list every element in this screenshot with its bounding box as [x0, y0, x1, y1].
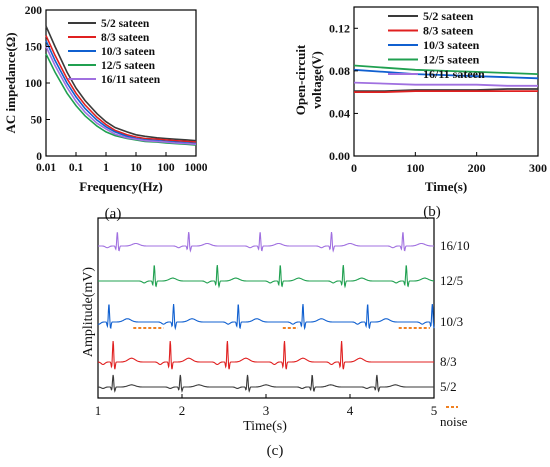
panel-a-x-tick-label: 1000 [185, 162, 208, 174]
panel-b-x-tick-label: 300 [529, 161, 547, 175]
panel-b-x-axis-label: Time(s) [425, 179, 467, 194]
panel-b-series-4 [353, 64, 539, 75]
panel-a-label: (a) [105, 206, 122, 222]
panel-a-series-2 [45, 35, 197, 143]
panel-a-x-tick-label: 100 [157, 162, 175, 174]
panel-a-x-tick-label: 10 [130, 162, 142, 174]
panel-c-x-axis-label: Time(s) [243, 419, 287, 434]
panel-c-trace-label: 12/5 [440, 273, 463, 288]
panel-a-legend-label: 8/3 sateen [101, 32, 150, 44]
panel-b-legend-label: 5/2 sateen [423, 9, 474, 23]
panel-b-series-2 [354, 90, 538, 93]
panel-a: 5/2 sateen 8/3 sateen 10/3 sateen 12/5 sate… [3, 5, 208, 222]
panel-a-x-tick-label: 0.01 [36, 162, 56, 174]
panel-c-x-tick-label: 4 [347, 403, 354, 418]
panel-c-frame [97, 217, 435, 399]
panel-a-y-axis-label: AC impedance(Ω) [3, 32, 18, 133]
panel-a-legend-label: 10/3 sateen [101, 46, 156, 58]
panel-c-trace-label: 10/3 [440, 314, 463, 329]
panel-b-y-tick-label: 0.04 [329, 106, 350, 120]
panel-b-legend-label: 8/3 sateen [423, 24, 474, 38]
panel-b-y-axis-label-line1: Open-circuit [293, 44, 308, 115]
panel-b-x-tick-label: 200 [468, 161, 486, 175]
panel-a-y-tick-label: 100 [25, 78, 43, 90]
noise-legend-label: noise [440, 414, 468, 429]
panel-b-legend-label: 12/5 sateen [423, 53, 480, 67]
panel-c-trace-16-10 [98, 232, 434, 253]
panel-b-label: (b) [423, 204, 441, 220]
panel-a-series-5 [45, 46, 197, 146]
panel-c-x-tick-label: 5 [431, 403, 438, 418]
panel-c-trace-5-2 [98, 374, 434, 393]
panel-c-trace-8-3 [97, 341, 434, 370]
panel-a-x-tick-label: 0.1 [69, 162, 84, 174]
panel-c-y-axis-label: Amplitude(mV) [81, 267, 96, 358]
panel-b-x-tick-label: 100 [406, 161, 424, 175]
panel-a-y-tick-label: 200 [25, 5, 43, 17]
panel-c-x-tick-label: 1 [95, 403, 102, 418]
panel-b-y-tick-label: 0.00 [329, 149, 350, 163]
panel-b-y-tick-label: 0.08 [329, 64, 350, 78]
panel-b-y-tick-label: 0.12 [329, 21, 350, 35]
panel-b-series-1 [354, 88, 538, 92]
panel-a-legend-label: 5/2 sateen [101, 18, 150, 30]
panel-c-x-tick-label: 2 [179, 403, 186, 418]
panel-a-x-tick-label: 1 [103, 162, 109, 174]
panel-a-y-tick-label: 0 [36, 151, 42, 163]
panel-c: 1 2 3 4 5 16/10 12/5 10/3 8/3 5/2 Time(s) Amplit… [81, 217, 470, 459]
panel-a-x-axis-label: Frequency(Hz) [79, 179, 163, 194]
panel-c-trace-10-3 [97, 304, 435, 331]
panel-c-trace-label: 5/2 [440, 379, 457, 394]
panel-b-x-tick-label: 0 [351, 161, 357, 175]
panel-c-x-tick-label: 3 [263, 403, 270, 418]
panel-a-legend-label: 12/5 sateen [101, 60, 156, 72]
panel-c-label: (c) [267, 443, 284, 459]
panel-b-frame [353, 6, 539, 157]
panel-a-series-1 [45, 25, 197, 142]
panel-b-legend-label: 10/3 sateen [423, 38, 480, 52]
panel-a-y-tick-label: 150 [25, 42, 43, 54]
panel-b-legend-label: 16/11 sateen [423, 67, 485, 81]
panel-c-trace-12-5 [98, 265, 434, 289]
panel-b-series-3 [353, 68, 539, 80]
panel-c-trace-label: 16/10 [440, 238, 470, 253]
panel-b-y-axis-label-line2: voltage(V) [309, 51, 324, 109]
panel-c-trace-label: 8/3 [440, 354, 457, 369]
panel-a-legend-label: 16/11 sateen [101, 74, 161, 86]
panel-b-series-5 [353, 81, 538, 87]
panel-a-y-tick-label: 50 [31, 115, 43, 127]
